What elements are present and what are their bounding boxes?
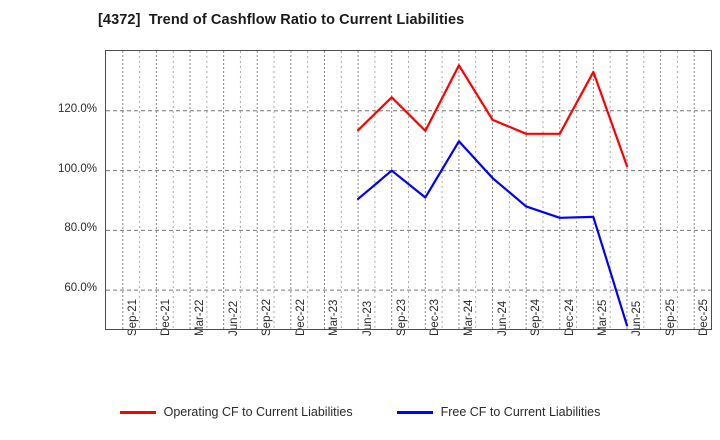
plot-canvas [106, 51, 711, 329]
legend-item[interactable]: Free CF to Current Liabilities [396, 405, 601, 419]
y-axis-tick-label: 120.0% [57, 102, 97, 115]
legend-label: Free CF to Current Liabilities [440, 405, 601, 419]
vertical-gridlines [122, 51, 695, 329]
series-line [356, 140, 629, 327]
data-series-lines [356, 64, 629, 327]
series-line [356, 64, 629, 168]
y-axis-tick-label: 80.0% [64, 222, 97, 235]
legend-label: Operating CF to Current Liabilities [163, 405, 353, 419]
y-axis-tick-label: 60.0% [64, 282, 97, 295]
legend-color-swatch [396, 410, 433, 414]
y-axis-tick-label: 100.0% [57, 162, 97, 175]
legend-color-swatch [119, 410, 156, 414]
plot-area [105, 50, 712, 330]
chart-legend: Operating CF to Current Liabilities Free … [0, 405, 720, 419]
legend-item[interactable]: Operating CF to Current Liabilities [119, 405, 353, 419]
horizontal-gridlines [106, 110, 711, 291]
chart-title: [4372] Trend of Cashflow Ratio to Curren… [98, 12, 465, 28]
